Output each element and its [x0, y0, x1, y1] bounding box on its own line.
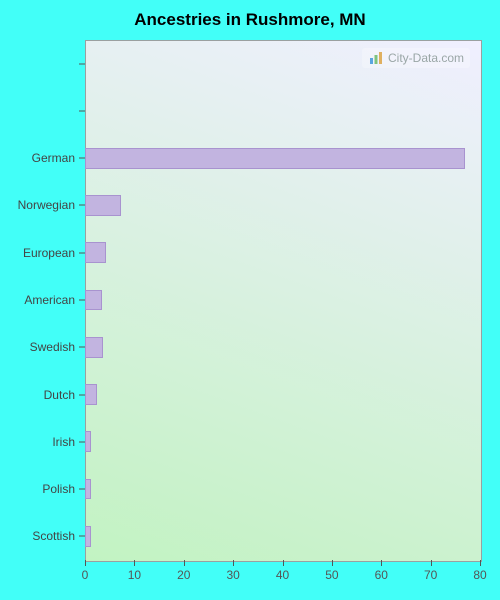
y-tick-mark [79, 63, 85, 64]
y-tick-mark [79, 158, 85, 159]
x-tick-label: 60 [375, 568, 388, 582]
bar [85, 479, 91, 500]
bar [85, 337, 103, 358]
y-tick-label: European [0, 246, 75, 260]
bar [85, 242, 106, 263]
y-tick-mark [79, 536, 85, 537]
x-tick-mark [283, 560, 284, 566]
y-tick-label: American [0, 293, 75, 307]
watermark-chart-icon [368, 50, 384, 66]
y-tick-mark [79, 394, 85, 395]
y-tick-label: Irish [0, 435, 75, 449]
y-tick-mark [79, 489, 85, 490]
x-tick-label: 20 [177, 568, 190, 582]
x-tick-mark [184, 560, 185, 566]
bar [85, 526, 91, 547]
y-tick-mark [79, 441, 85, 442]
watermark-badge: City-Data.com [362, 48, 470, 68]
y-tick-mark [79, 110, 85, 111]
chart-title: Ancestries in Rushmore, MN [0, 10, 500, 30]
y-tick-mark [79, 252, 85, 253]
x-tick-label: 10 [128, 568, 141, 582]
bar [85, 431, 91, 452]
x-tick-mark [381, 560, 382, 566]
plot-area [85, 40, 482, 562]
y-tick-label: Swedish [0, 340, 75, 354]
y-tick-label: Scottish [0, 529, 75, 543]
y-tick-mark [79, 205, 85, 206]
y-tick-label: Polish [0, 482, 75, 496]
x-tick-label: 40 [276, 568, 289, 582]
y-tick-label: Norwegian [0, 198, 75, 212]
page-root: Ancestries in Rushmore, MN German Norwegi… [0, 0, 500, 600]
x-tick-mark [85, 560, 86, 566]
y-tick-label: Dutch [0, 388, 75, 402]
x-tick-mark [134, 560, 135, 566]
x-tick-mark [332, 560, 333, 566]
x-tick-label: 0 [82, 568, 89, 582]
y-tick-mark [79, 347, 85, 348]
x-tick-label: 30 [226, 568, 239, 582]
x-tick-mark [233, 560, 234, 566]
x-tick-label: 80 [473, 568, 486, 582]
x-tick-mark [431, 560, 432, 566]
bar [85, 290, 102, 311]
x-tick-mark [480, 560, 481, 566]
bar [85, 384, 97, 405]
x-tick-label: 70 [424, 568, 437, 582]
watermark-text: City-Data.com [388, 51, 464, 65]
bar [85, 195, 121, 216]
x-tick-label: 50 [325, 568, 338, 582]
y-tick-label: German [0, 151, 75, 165]
y-tick-mark [79, 300, 85, 301]
bar [85, 148, 465, 169]
